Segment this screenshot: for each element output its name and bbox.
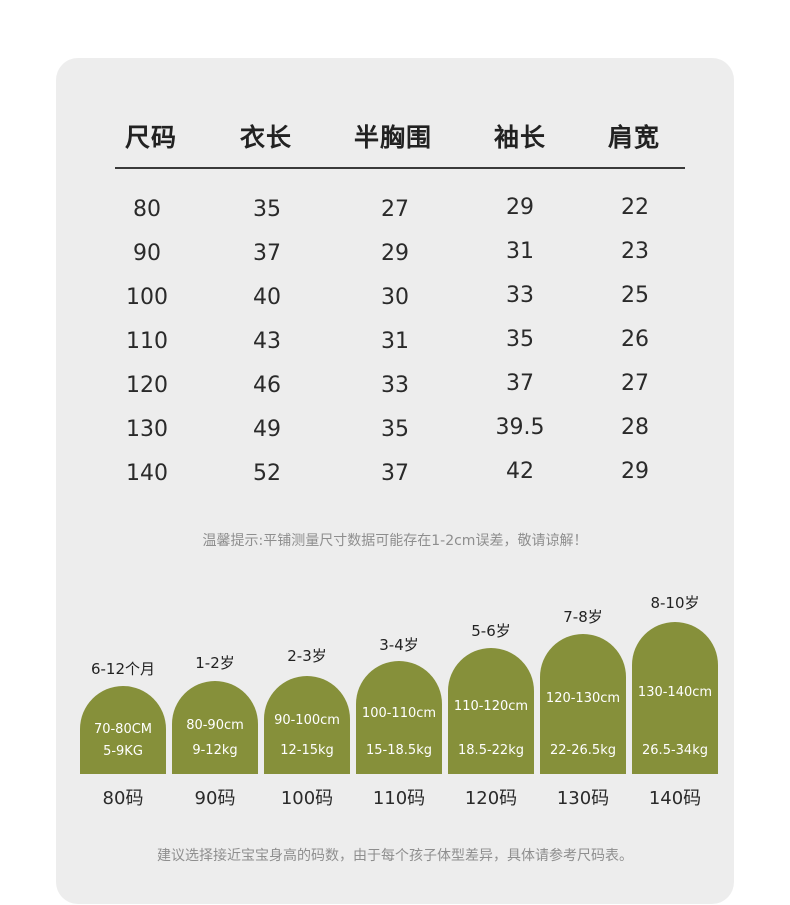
table-cell: 120 (126, 373, 168, 398)
age-label: 7-8岁 (563, 608, 603, 626)
header-sleeve: 袖长 (493, 123, 546, 152)
table-cell: 39.5 (495, 415, 545, 440)
weight-range: 9-12kg (192, 743, 238, 758)
header-length: 衣长 (239, 123, 292, 152)
age-label: 3-4岁 (379, 636, 419, 654)
age-label: 1-2岁 (195, 654, 235, 672)
size-arch: 70-80CM 5-9KG (80, 686, 166, 774)
table-cell: 100 (126, 285, 168, 310)
weight-range: 15-18.5kg (366, 743, 432, 758)
table-cell: 28 (621, 415, 649, 440)
weight-range: 18.5-22kg (458, 743, 524, 758)
table-cell: 33 (506, 283, 534, 308)
size-arch: 120-130cm 22-26.5kg (540, 634, 626, 774)
weight-range: 26.5-34kg (642, 743, 708, 758)
weight-range: 12-15kg (280, 743, 334, 758)
size-arch: 130-140cm 26.5-34kg (632, 622, 718, 774)
header-size: 尺码 (124, 123, 177, 152)
weight-range: 5-9KG (103, 744, 143, 759)
height-range: 80-90cm (186, 718, 244, 733)
age-label: 6-12个月 (90, 660, 156, 678)
table-cell: 43 (253, 329, 281, 354)
table-cell: 29 (381, 241, 409, 266)
height-range: 100-110cm (361, 706, 437, 721)
age-label: 2-3岁 (287, 647, 327, 665)
height-range: 110-120cm (453, 699, 529, 714)
height-range: 120-130cm (545, 691, 621, 706)
table-cell: 29 (621, 459, 649, 484)
table-cell: 31 (506, 239, 534, 264)
header-half-chest: 半胸围 (353, 123, 432, 152)
table-cell: 46 (253, 373, 281, 398)
recommendation-note: 建议选择接近宝宝身高的码数，由于每个孩子体型差异，具体请参考尺码表。 (157, 848, 633, 864)
measurement-note: 温馨提示:平铺测量尺寸数据可能存在1-2cm误差，敬请谅解！ (202, 533, 588, 549)
size-code: 80码 (102, 788, 144, 809)
table-cell: 42 (506, 459, 534, 484)
table-cell: 80 (133, 197, 161, 222)
table-cell: 35 (381, 417, 409, 442)
age-label: 5-6岁 (471, 622, 511, 640)
table-cell: 90 (133, 241, 161, 266)
height-range: 90-100cm (274, 713, 340, 728)
table-cell: 33 (381, 373, 409, 398)
table-cell: 130 (126, 417, 168, 442)
table-cell: 23 (621, 239, 649, 264)
table-cell: 25 (621, 283, 649, 308)
size-code: 110码 (372, 788, 426, 809)
table-cell: 52 (253, 461, 281, 486)
table-cell: 31 (381, 329, 409, 354)
table-cell: 37 (506, 371, 534, 396)
age-label: 8-10岁 (650, 594, 700, 612)
table-cell: 140 (126, 461, 168, 486)
weight-range: 22-26.5kg (550, 743, 616, 758)
table-cell: 26 (621, 327, 649, 352)
table-cell: 110 (126, 329, 168, 354)
table-cell: 30 (381, 285, 409, 310)
size-code: 130码 (556, 788, 610, 809)
size-arch: 90-100cm 12-15kg (264, 676, 350, 774)
size-arch: 100-110cm 15-18.5kg (356, 661, 442, 774)
size-code: 140码 (648, 788, 702, 809)
size-arch: 80-90cm 9-12kg (172, 681, 258, 774)
table-cell: 35 (506, 327, 534, 352)
size-code: 100码 (280, 788, 334, 809)
header-divider (115, 167, 685, 169)
table-cell: 37 (381, 461, 409, 486)
table-cell: 29 (506, 195, 534, 220)
table-cell: 27 (621, 371, 649, 396)
size-code: 90码 (194, 788, 236, 809)
table-cell: 40 (253, 285, 281, 310)
table-cell: 49 (253, 417, 281, 442)
table-cell: 37 (253, 241, 281, 266)
table-cell: 27 (381, 197, 409, 222)
size-arch: 110-120cm 18.5-22kg (448, 648, 534, 774)
table-cell: 22 (621, 195, 649, 220)
table-cell: 35 (253, 197, 281, 222)
height-range: 130-140cm (637, 685, 713, 700)
header-shoulder: 肩宽 (607, 123, 660, 152)
size-code: 120码 (464, 788, 518, 809)
height-range: 70-80CM (93, 722, 153, 737)
